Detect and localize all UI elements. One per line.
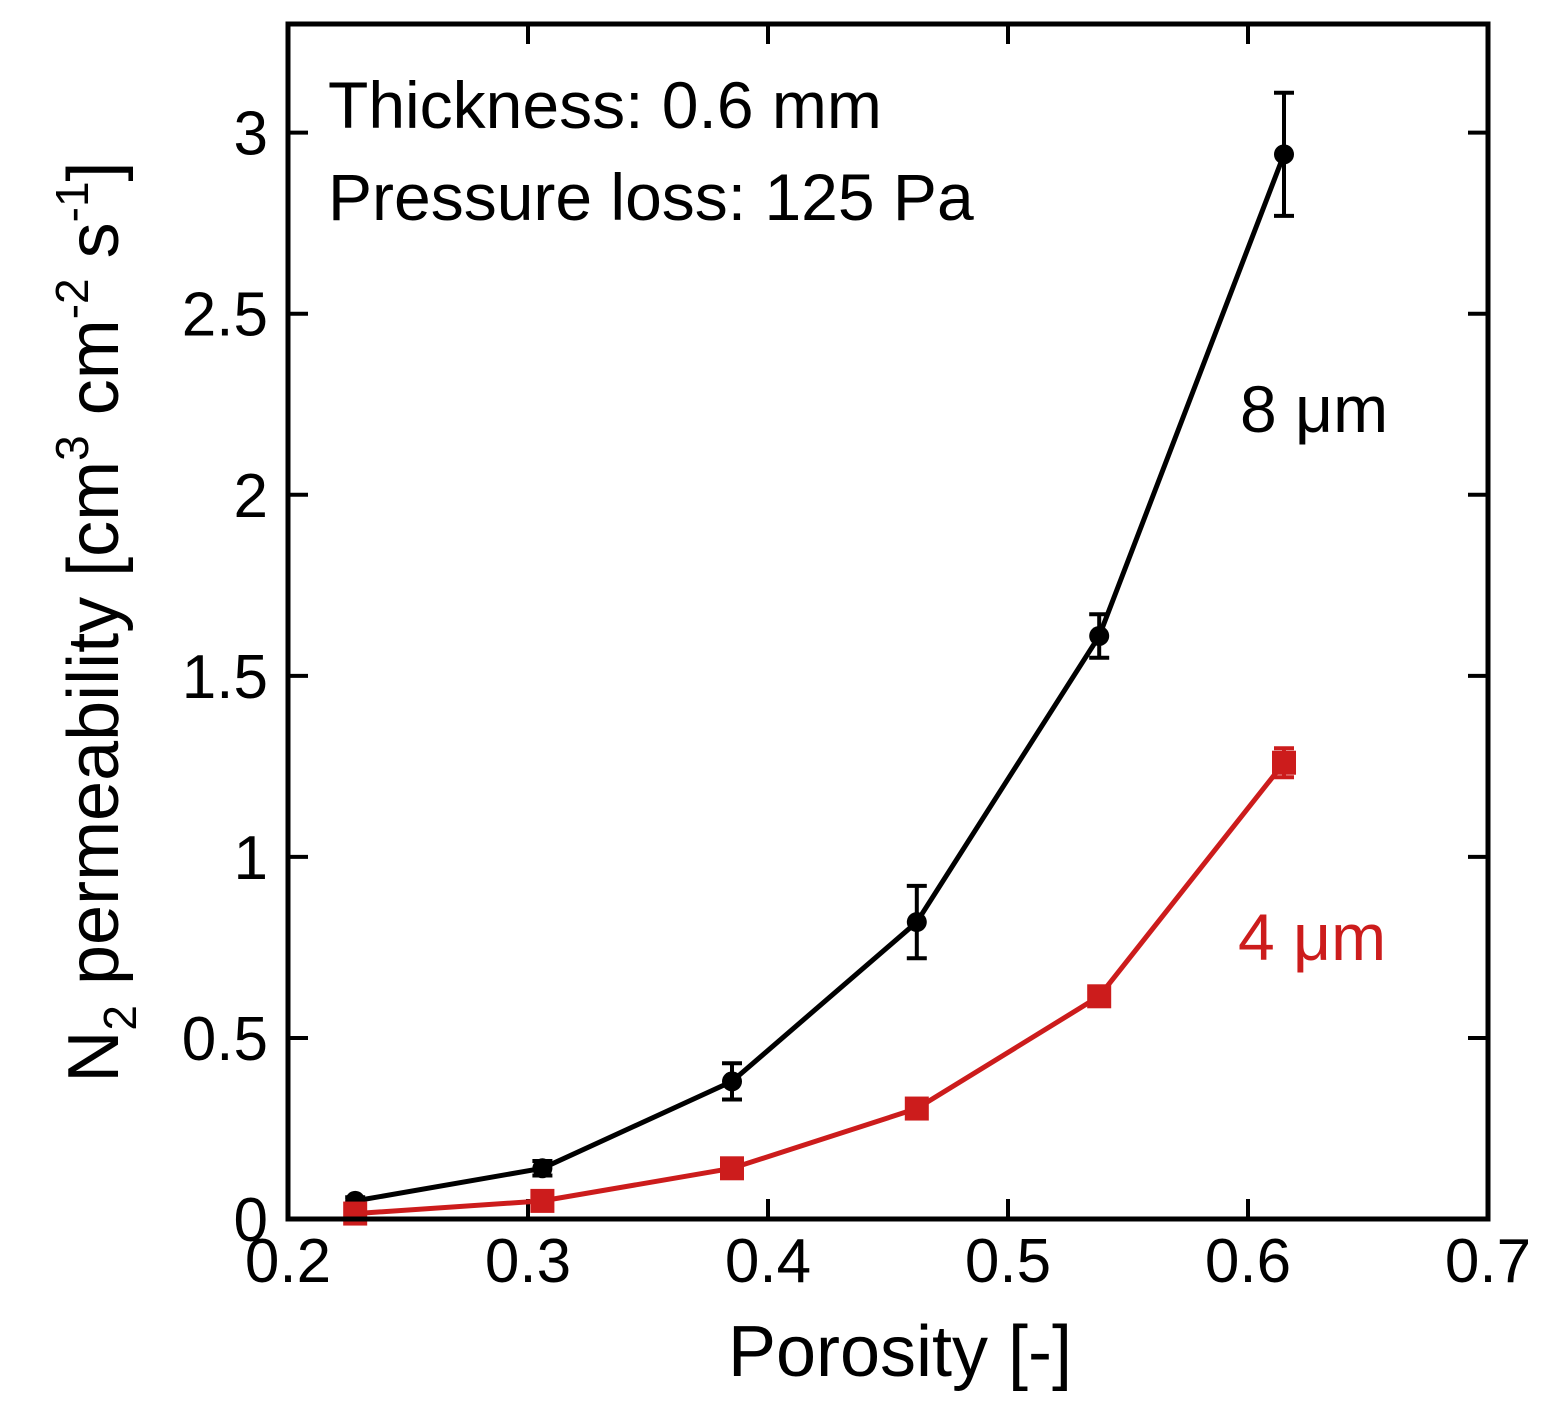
data-point [904, 1096, 929, 1121]
series-line [355, 761, 1286, 1217]
data-point [1087, 984, 1112, 1009]
y-tick-label: 1.5 [182, 643, 268, 712]
series-label-8um: 8 μm [1240, 372, 1388, 446]
x-tick-label: 0.6 [1205, 1227, 1291, 1296]
y-tick-label: 2.5 [182, 281, 268, 350]
x-tick-label: 0.3 [485, 1227, 571, 1296]
series-line [354, 153, 1287, 1204]
y-axis-title-mid2: s [54, 222, 134, 278]
y-axis-title-sub: 2 [94, 1005, 146, 1031]
y-axis-title-mid1: cm [54, 319, 134, 435]
data-point [1089, 625, 1110, 646]
x-tick-label: 0.2 [245, 1227, 331, 1296]
series-label-4um: 4 μm [1238, 900, 1386, 974]
data-point [906, 912, 927, 933]
annotation-pressure: Pressure loss: 125 Pa [328, 160, 974, 234]
x-tick-label: 0.4 [725, 1227, 811, 1296]
y-axis-title-exp1: 3 [46, 435, 98, 461]
y-tick-label: 0 [234, 1186, 268, 1255]
data-point [720, 1156, 744, 1181]
y-axis-title-n: N [54, 1031, 134, 1083]
x-axis-title: Porosity [-] [728, 1312, 1072, 1392]
y-tick-label: 0.5 [182, 1005, 268, 1074]
y-axis-title-suffix: ] [54, 161, 134, 181]
data-point [532, 1158, 553, 1179]
y-tick-label: 1 [234, 824, 268, 893]
data-point [1274, 144, 1294, 165]
x-tick-label: 0.7 [1445, 1227, 1531, 1296]
x-tick-label: 0.5 [965, 1227, 1051, 1296]
annotation-thickness: Thickness: 0.6 mm [328, 68, 882, 142]
data-point [722, 1071, 742, 1092]
series-layer [343, 90, 1296, 1226]
plot-frame [285, 21, 1491, 1222]
y-axis-title-main: permeability [cm [54, 461, 134, 1005]
series-4um [343, 746, 1296, 1226]
y-tick-label: 2 [234, 462, 268, 531]
y-axis-title-exp3: -1 [46, 181, 98, 222]
y-tick-label: 3 [234, 100, 268, 169]
data-point [1272, 750, 1296, 775]
y-axis-title-exp2: -2 [46, 278, 98, 319]
series-8um [345, 90, 1294, 1211]
y-axis-title: N2 permeability [cm3 cm-2 s-1] [46, 161, 146, 1082]
data-point [530, 1188, 555, 1213]
data-point [343, 1201, 368, 1226]
tick-labels: 0.2 0.3 0.4 0.5 0.6 0.7 0 0.5 1 1.5 2 2.5 3 [182, 100, 1531, 1296]
